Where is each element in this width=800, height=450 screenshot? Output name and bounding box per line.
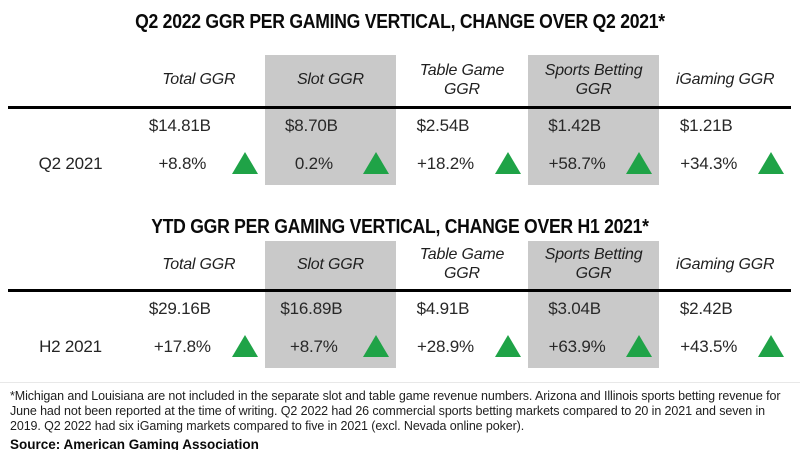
up-triangle-icon [231, 335, 258, 357]
header-cell-sports-betting-ggr: Sports Betting GGR [527, 241, 660, 289]
up-triangle-icon [494, 335, 521, 357]
empty-cell [8, 292, 133, 326]
value-cell-sports-betting-ggr: $1.42B [527, 109, 660, 143]
change-cell-sports-betting-ggr: +58.7% [527, 143, 660, 185]
header-cell-slot-ggr: Slot GGR [264, 55, 397, 106]
up-triangle-icon [626, 335, 653, 357]
empty-cell [8, 109, 133, 143]
source-attribution: Source: American Gaming Association [10, 437, 259, 450]
up-triangle-icon [758, 152, 784, 174]
up-triangle-icon [758, 335, 784, 357]
change-value: +43.5% [680, 337, 738, 356]
header-cell-table-game-ggr: Table Game GGR [396, 241, 528, 289]
change-cell-table-game-ggr: +18.2% [396, 143, 528, 185]
change-value: +8.7% [290, 337, 338, 356]
change-value: +17.8% [153, 337, 211, 356]
header-cell-sports-betting-ggr: Sports Betting GGR [527, 55, 660, 106]
change-cell-total-ggr: +17.8% [133, 326, 265, 368]
change-value: +28.9% [417, 337, 474, 356]
row-label-q2-2021: Q2 2021 [38, 154, 103, 173]
row-label-h2-2021: H2 2021 [39, 337, 102, 356]
column-header-label: Total GGR [162, 255, 236, 273]
header-cell-slot-ggr: Slot GGR [264, 241, 397, 289]
value-cell-igaming-ggr: $2.42B [679, 299, 733, 318]
up-triangle-icon [494, 152, 521, 174]
empty-corner-cell [8, 241, 133, 289]
change-cell-slot-ggr: +8.7% [264, 326, 397, 368]
column-header-label: Slot GGR [296, 71, 364, 89]
header-cell-table-game-ggr: Table Game GGR [396, 55, 528, 106]
up-triangle-icon [363, 152, 390, 174]
column-header-label: Sports Betting GGR [544, 61, 643, 98]
header-cell-total-ggr: Total GGR [133, 55, 265, 106]
header-divider-rule [8, 289, 791, 292]
value-cell-total-ggr: $14.81B [148, 116, 211, 135]
column-header-label: Slot GGR [296, 255, 364, 273]
change-value: +63.9% [548, 337, 606, 356]
empty-corner-cell [8, 55, 133, 106]
footnote-divider [0, 382, 800, 383]
value-cell-sports-betting-ggr: $3.04B [527, 292, 660, 326]
up-triangle-icon [231, 152, 258, 174]
footnote-text: *Michigan and Louisiana are not included… [10, 389, 781, 433]
change-cell-slot-ggr: 0.2% [264, 143, 397, 185]
change-cell-igaming-ggr: +43.5% [659, 326, 791, 368]
header-divider-rule [8, 106, 791, 109]
column-header-label: Table Game GGR [419, 246, 505, 282]
up-triangle-icon [626, 152, 653, 174]
value-cell-slot-ggr: $8.70B [264, 109, 397, 143]
change-cell-table-game-ggr: +28.9% [396, 326, 528, 368]
ytd-table-title: YTD GGR PER GAMING VERTICAL, CHANGE OVER… [151, 216, 649, 238]
change-value: +58.7% [548, 154, 606, 173]
change-cell-sports-betting-ggr: +63.9% [527, 326, 660, 368]
change-value: 0.2% [294, 154, 333, 173]
column-header-label: iGaming GGR [676, 255, 775, 273]
header-cell-total-ggr: Total GGR [133, 241, 265, 289]
header-cell-igaming-ggr: iGaming GGR [659, 241, 791, 289]
value-cell-igaming-ggr: $1.21B [679, 116, 733, 135]
change-cell-total-ggr: +8.8% [133, 143, 265, 185]
ytd-table: Total GGR Slot GGR Table Game GGR Sports… [8, 241, 791, 368]
value-cell-total-ggr: $29.16B [148, 299, 211, 318]
value-cell-table-game-ggr: $4.91B [416, 299, 470, 318]
value-cell-slot-ggr: $16.89B [264, 292, 397, 326]
change-value: +34.3% [680, 154, 738, 173]
up-triangle-icon [363, 335, 390, 357]
change-cell-igaming-ggr: +34.3% [659, 143, 791, 185]
q2-table-title: Q2 2022 GGR PER GAMING VERTICAL, CHANGE … [135, 11, 665, 33]
column-header-label: iGaming GGR [676, 71, 775, 89]
column-header-label: Total GGR [162, 71, 236, 89]
q2-table: Total GGR Slot GGR Table Game GGR Sports… [8, 55, 791, 185]
change-value: +18.2% [417, 154, 474, 173]
change-value: +8.8% [158, 154, 207, 173]
value-cell-table-game-ggr: $2.54B [416, 116, 470, 135]
column-header-label: Table Game GGR [419, 61, 505, 98]
header-cell-igaming-ggr: iGaming GGR [659, 55, 791, 106]
column-header-label: Sports Betting GGR [544, 246, 643, 282]
